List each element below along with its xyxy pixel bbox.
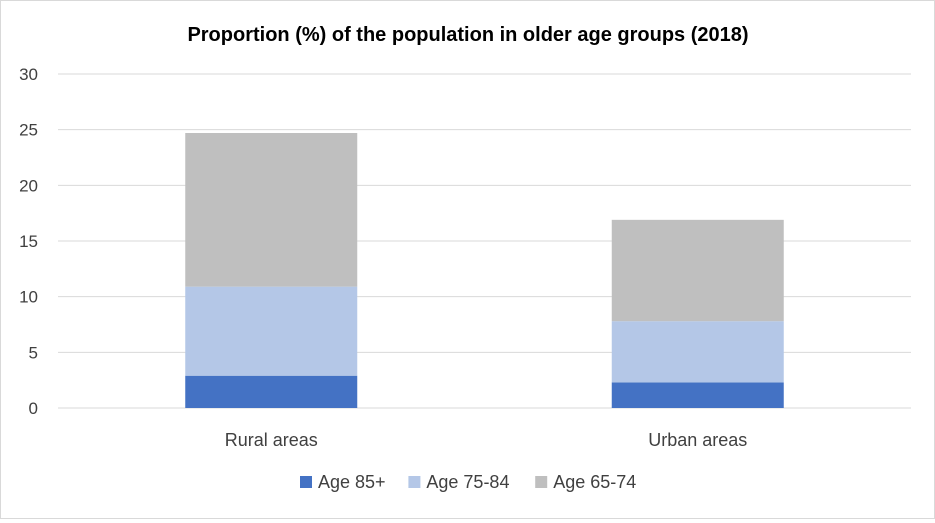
y-tick-label: 30	[19, 65, 38, 84]
x-axis: Rural areas Urban areas	[225, 430, 748, 450]
legend-swatch	[535, 476, 548, 488]
legend-item: Age 75-84	[408, 472, 509, 492]
legend-swatch	[408, 476, 421, 488]
y-axis-tick-labels: 0 5 10 15 20 25 30	[19, 65, 38, 418]
x-category-label: Urban areas	[648, 430, 747, 450]
legend-item: Age 65-74	[535, 472, 636, 492]
y-tick-label: 5	[29, 343, 38, 362]
bar-segment	[185, 286, 358, 376]
bars	[185, 133, 784, 408]
bar-segment	[611, 382, 784, 408]
bar-segment	[185, 133, 358, 287]
bar-segment	[611, 321, 784, 383]
y-tick-label: 0	[29, 399, 38, 418]
bar-segment	[185, 375, 358, 408]
bar-stack	[185, 133, 358, 408]
legend-label: Age 75-84	[426, 472, 509, 492]
y-tick-label: 20	[19, 176, 38, 195]
legend: Age 85+ Age 75-84 Age 65-74	[300, 472, 636, 492]
y-tick-label: 10	[19, 288, 38, 307]
legend-label: Age 85+	[318, 472, 386, 492]
legend-label: Age 65-74	[553, 472, 636, 492]
bar-stack	[611, 219, 784, 408]
y-tick-label: 15	[19, 232, 38, 251]
y-tick-label: 25	[19, 121, 38, 140]
chart-title: Proportion (%) of the population in olde…	[187, 24, 748, 46]
bar-segment	[611, 219, 784, 322]
legend-swatch	[300, 476, 312, 488]
legend-item: Age 85+	[300, 472, 386, 492]
x-category-label: Rural areas	[225, 430, 318, 450]
